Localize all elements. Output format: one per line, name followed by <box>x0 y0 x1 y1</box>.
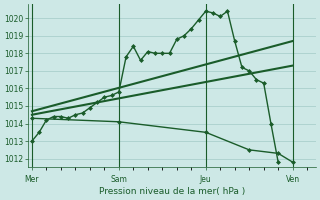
X-axis label: Pression niveau de la mer( hPa ): Pression niveau de la mer( hPa ) <box>99 187 245 196</box>
